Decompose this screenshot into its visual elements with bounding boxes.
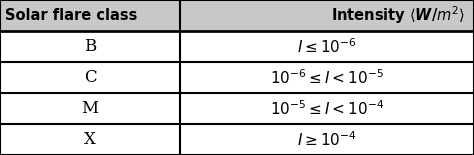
Text: $\mathbf{Intensity}\ \langle \boldsymbol{W/m^2} \rangle$: $\mathbf{Intensity}\ \langle \boldsymbol… [331, 5, 465, 26]
Bar [0, 93, 474, 124]
Text: Solar flare class: Solar flare class [5, 8, 137, 23]
Text: $10^{-6} \leq I < 10^{-5}$: $10^{-6} \leq I < 10^{-5}$ [270, 68, 384, 87]
Bar [0, 124, 474, 155]
Text: $10^{-5} \leq I < 10^{-4}$: $10^{-5} \leq I < 10^{-4}$ [270, 99, 384, 118]
Text: M: M [82, 100, 99, 117]
Bar [0, 31, 474, 62]
Bar [0, 0, 474, 31]
Text: $I \leq 10^{-6}$: $I \leq 10^{-6}$ [297, 37, 357, 56]
Text: $I \geq 10^{-4}$: $I \geq 10^{-4}$ [297, 130, 357, 149]
Text: B: B [84, 38, 96, 55]
Text: C: C [84, 69, 96, 86]
Text: X: X [84, 131, 96, 148]
Bar [0, 62, 474, 93]
